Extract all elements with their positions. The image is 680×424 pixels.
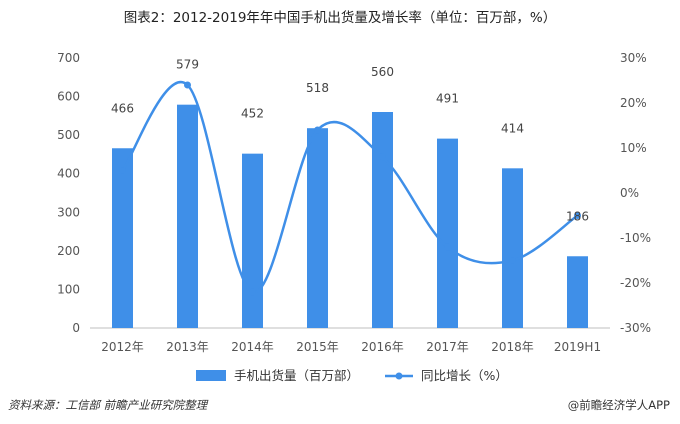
bar-value-label: 452 (241, 107, 264, 121)
bar-value-label: 518 (306, 81, 329, 95)
line-point (379, 153, 386, 161)
bar (242, 153, 263, 328)
brand-credit: @前瞻经济学人APP (567, 398, 670, 412)
bar-series (112, 104, 588, 329)
x-tick-label: 2019H1 (554, 340, 601, 354)
y-right-tick-label: 0% (620, 186, 639, 200)
line-point (444, 243, 451, 251)
y-right-tick-label: -20% (620, 276, 651, 290)
line-point (119, 167, 126, 174)
bar-value-label: 466 (111, 101, 134, 115)
source-note: 资料来源：工信部 前瞻产业研究院整理 (8, 398, 208, 412)
bar-value-label: 579 (176, 58, 199, 72)
x-tick-label: 2014年 (231, 340, 274, 354)
y-left-tick-label: 600 (57, 90, 80, 104)
y-right-tick-label: -30% (620, 321, 651, 335)
y-left-tick-label: 300 (57, 205, 80, 219)
y-left-tick-label: 700 (57, 51, 80, 65)
bar (502, 168, 523, 328)
x-tick-label: 2012年 (101, 340, 144, 354)
bar (177, 104, 198, 329)
chart-title: 图表2：2012-2019年年中国手机出货量及增长率（单位：百万部，%） (123, 10, 557, 26)
bar-value-label: 491 (436, 92, 459, 106)
bar (437, 138, 458, 328)
y-right-tick-label: 20% (620, 96, 647, 110)
bar-value-label: 414 (501, 121, 524, 135)
y-right-tick-label: 30% (620, 51, 647, 65)
y-left-tick-label: 500 (57, 128, 80, 142)
line-point (249, 288, 256, 296)
y-right-tick-label: 10% (620, 141, 647, 155)
line-point (184, 81, 191, 89)
bar (372, 112, 393, 328)
x-tick-label: 2015年 (296, 340, 339, 354)
y-left-tick-label: 200 (57, 244, 80, 258)
legend-line-label: 同比增长（%） (421, 368, 508, 383)
line-series (119, 80, 581, 296)
bar (112, 148, 133, 328)
y-left-tick-label: 400 (57, 167, 80, 181)
legend-bar-label: 手机出货量（百万部） (234, 368, 359, 383)
x-tick-label: 2016年 (361, 340, 404, 354)
bar (567, 256, 588, 328)
legend-line-marker (395, 372, 403, 380)
data-labels: 466 579 452 518 560 491 414 186 (111, 58, 589, 224)
axes: 0 100 200 300 400 500 600 700 -30% -20% -10% 0% 10% 2… (57, 51, 651, 354)
legend-bar-swatch (196, 370, 226, 381)
x-tick-label: 2017年 (426, 340, 469, 354)
bar (307, 128, 328, 328)
y-left-tick-label: 100 (57, 282, 80, 296)
bar-value-label: 560 (371, 65, 394, 79)
line-point (574, 212, 581, 219)
y-left-tick-label: 0 (72, 321, 80, 335)
x-tick-label: 2013年 (166, 340, 209, 354)
line-point (509, 257, 516, 264)
bar-value-label: 186 (566, 209, 589, 223)
x-tick-label: 2018年 (491, 340, 534, 354)
legend: 手机出货量（百万部） 同比增长（%） (196, 368, 508, 383)
y-right-tick-label: -10% (620, 231, 651, 245)
line-point (314, 126, 321, 134)
